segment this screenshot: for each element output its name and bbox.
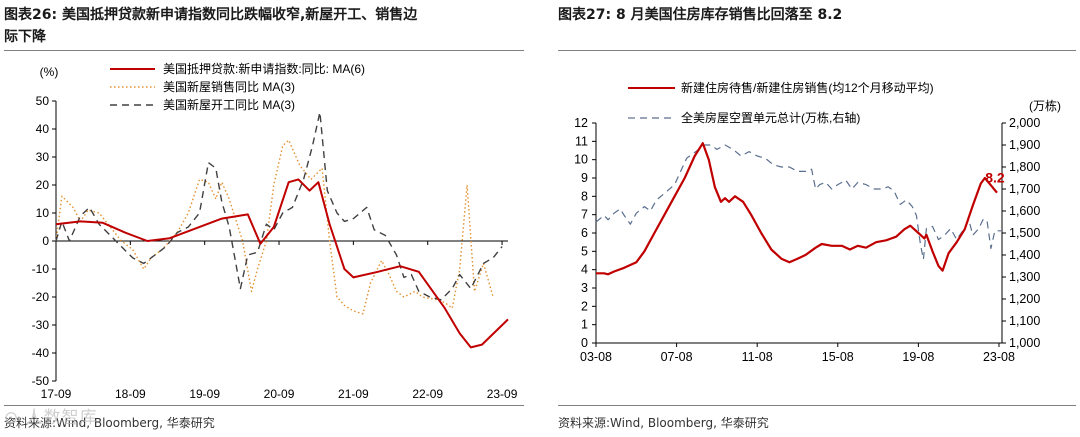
left-y-tick-label: 20	[36, 178, 50, 192]
left-y-tick-label: -50	[32, 374, 50, 388]
left-y-tick-label: 50	[36, 94, 50, 108]
right-right-tick-label: 1,500	[1009, 226, 1040, 240]
right-title-text: 8 月美国住房库存销售比回落至 8.2	[615, 7, 843, 23]
right-source: 资料来源:Wind, Bloomberg, 华泰研究	[558, 416, 769, 430]
right-x-tick-label: 03-08	[580, 350, 612, 364]
left-x-tick-label: 20-09	[264, 387, 295, 401]
left-x-tick-label: 19-09	[189, 387, 220, 401]
left-x-tick-label: 23-09	[487, 387, 518, 401]
left-title-line2: 际下降	[4, 29, 46, 45]
right-left-tick-label: 4	[581, 263, 588, 277]
right-figure-title: 图表27: 8 月美国住房库存销售比回落至 8.2	[558, 4, 1078, 26]
right-right-tick-label: 1,800	[1009, 160, 1040, 174]
right-left-tick-label: 12	[574, 116, 588, 130]
right-legend-label: 新建住房待售/新建住房销售(均12个月移动平均)	[681, 80, 934, 95]
left-x-tick-label: 17-09	[41, 387, 72, 401]
left-source: 资料来源:Wind, Bloomberg, 华泰研究	[4, 416, 215, 430]
left-y-tick-label: 40	[36, 122, 50, 136]
left-y-tick-label: -10	[32, 262, 50, 276]
left-title-line1: 美国抵押贷款新申请指数同比跌幅收窄,新屋开工、销售边	[61, 7, 418, 23]
right-left-tick-label: 0	[581, 336, 588, 350]
left-y-tick-label: -30	[32, 318, 50, 332]
right-source-rule	[558, 405, 1076, 406]
right-left-tick-label: 9	[581, 171, 588, 185]
left-y-tick-label: 10	[36, 206, 50, 220]
right-left-tick-label: 1	[581, 318, 588, 332]
right-title-prefix: 图表27:	[558, 7, 612, 23]
right-right-tick-label: 1,200	[1009, 292, 1040, 306]
left-y-tick-label: 30	[36, 150, 50, 164]
right-series-line	[596, 142, 998, 276]
right-unit-label: (万栋)	[1029, 98, 1061, 113]
left-legend-label: 美国抵押贷款:新申请指数:同比: MA(6)	[163, 61, 365, 76]
right-left-tick-label: 7	[581, 208, 588, 222]
left-figure-title: 图表26: 美国抵押贷款新申请指数同比跌幅收窄,新屋开工、销售边 际下降	[4, 4, 524, 48]
left-series-line	[55, 111, 503, 301]
right-left-tick-label: 3	[581, 281, 588, 295]
left-y-tick-label: -20	[32, 290, 50, 304]
right-right-tick-label: 1,600	[1009, 204, 1040, 218]
right-left-tick-label: 8	[581, 189, 588, 203]
right-x-tick-label: 19-08	[902, 350, 934, 364]
right-title-rule	[558, 50, 1076, 51]
left-title-prefix: 图表26:	[4, 7, 58, 23]
left-x-tick-label: 18-09	[115, 387, 146, 401]
right-right-tick-label: 2,000	[1009, 116, 1040, 130]
right-left-tick-label: 2	[581, 299, 588, 313]
right-chart: (万栋) 12111098765432102,0001,9001,8001,70…	[574, 80, 1061, 364]
left-x-tick-label: 21-09	[338, 387, 369, 401]
right-right-tick-label: 1,300	[1009, 270, 1040, 284]
left-y-tick-label: 0	[42, 234, 49, 248]
left-x-tick-label: 22-09	[412, 387, 443, 401]
right-right-tick-label: 1,700	[1009, 182, 1040, 196]
right-right-tick-label: 1,000	[1009, 336, 1040, 350]
right-x-tick-label: 07-08	[661, 350, 693, 364]
left-title-rule	[4, 50, 524, 51]
left-series-line	[55, 178, 509, 349]
right-left-tick-label: 11	[575, 134, 588, 148]
left-y-tick-label: -40	[32, 346, 50, 360]
right-right-tick-label: 1,400	[1009, 248, 1040, 262]
right-left-tick-label: 10	[574, 153, 588, 167]
right-legend-label: 全美房屋空置单元总计(万栋,右轴)	[681, 110, 860, 125]
left-unit-label: (%)	[40, 65, 59, 79]
right-annotation-label: 8.2	[985, 170, 1005, 186]
right-right-tick-label: 1,900	[1009, 138, 1040, 152]
right-left-tick-label: 5	[581, 244, 588, 258]
right-left-tick-label: 6	[581, 226, 588, 240]
left-source-rule	[4, 405, 524, 406]
right-x-tick-label: 11-08	[742, 350, 773, 364]
left-legend-label: 美国新屋销售同比 MA(3)	[163, 79, 295, 94]
left-legend-label: 美国新屋开工同比 MA(3)	[163, 97, 295, 112]
right-right-tick-label: 1,100	[1009, 314, 1040, 328]
right-series-line	[595, 144, 1001, 260]
right-x-tick-label: 15-08	[822, 350, 854, 364]
watermark: ⊙ 人数智库	[4, 408, 98, 428]
right-x-tick-label: 23-08	[983, 350, 1015, 364]
